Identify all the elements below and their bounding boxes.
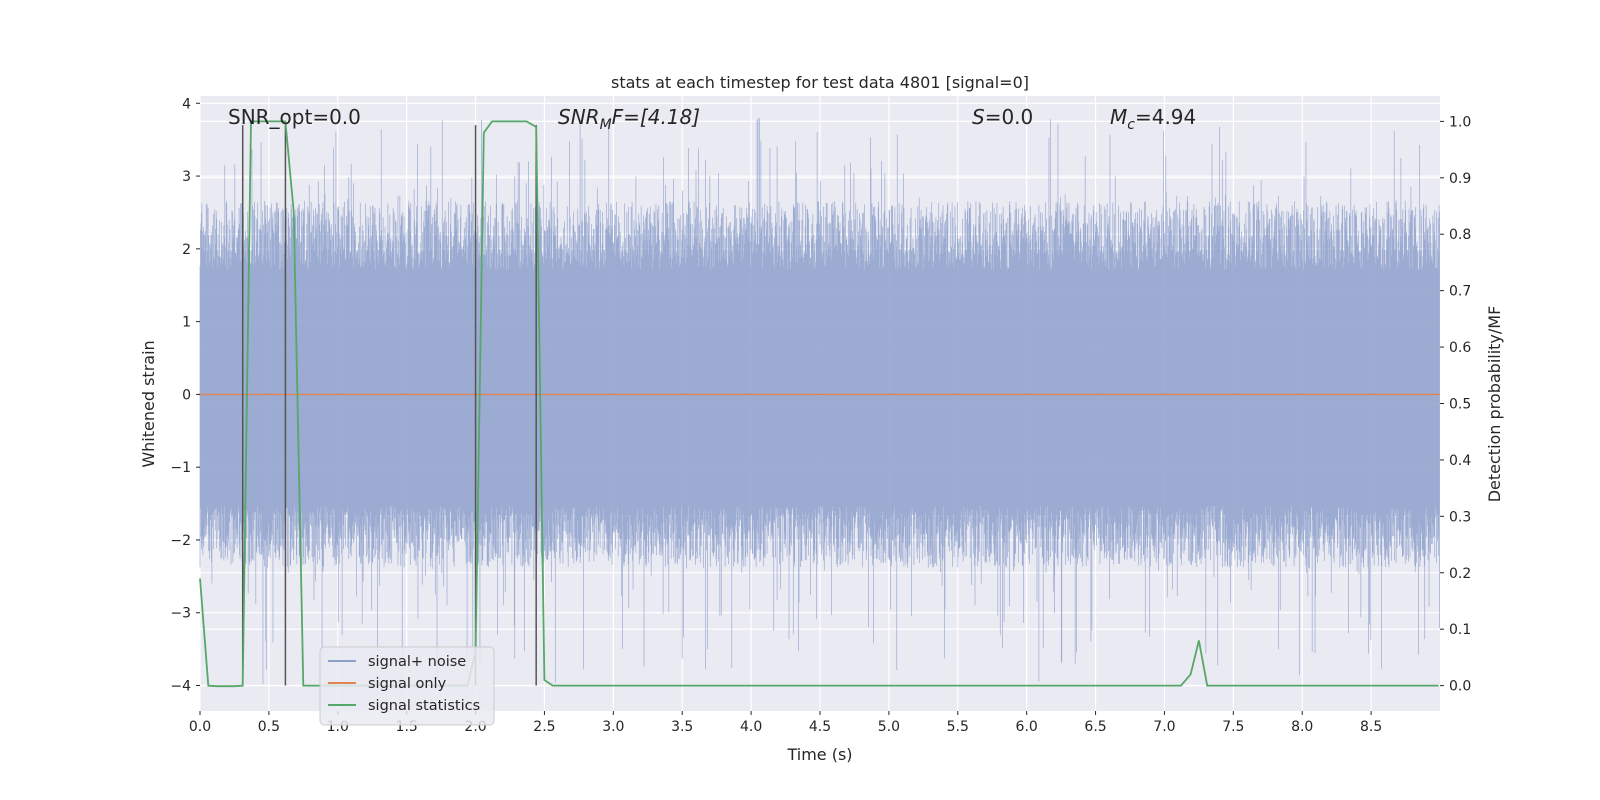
y-tick-label-0: 4 (182, 96, 191, 112)
legend-label-statistics: signal statistics (368, 698, 480, 714)
x-tick-label-5: 2.5 (533, 719, 555, 735)
x-tick-label-17: 8.5 (1360, 719, 1382, 735)
legend-label-signal-only: signal only (368, 676, 447, 692)
y-tick-label-8: −4 (170, 679, 191, 695)
y-right-tick-label-1: 0.9 (1449, 171, 1471, 187)
annotation-snr-opt: SNR_opt=0.0 (228, 105, 361, 129)
x-tick-label-8: 4.0 (740, 719, 762, 735)
y-right-tick-label-0: 1.0 (1449, 114, 1471, 130)
x-tick-label-0: 0.0 (189, 719, 211, 735)
annotation-snr-mf-sub: M (600, 117, 612, 133)
annotation-s: S=0.0 (972, 105, 1033, 129)
annotation-s-var: S (972, 105, 985, 129)
x-tick-label-7: 3.5 (671, 719, 693, 735)
y-right-tick-label-7: 0.3 (1449, 509, 1471, 525)
x-tick-label-16: 8.0 (1291, 719, 1313, 735)
y-tick-label-6: −2 (170, 533, 191, 549)
legend: signal+ noise signal only signal statist… (319, 646, 495, 726)
x-tick-label-13: 6.5 (1084, 719, 1106, 735)
annotation-mc-rest: =4.94 (1135, 105, 1196, 129)
y-right-tick-label-4: 0.6 (1449, 340, 1471, 356)
y-right-tick-label-5: 0.5 (1449, 397, 1471, 413)
y-tick-label-1: 3 (182, 169, 191, 185)
y-right-tick-label-9: 0.1 (1449, 622, 1471, 638)
annotation-snr-mf-var: SNR (558, 105, 600, 129)
annotation-mc: Mc=4.94 (1110, 105, 1196, 133)
y-right-tick-label-2: 0.8 (1449, 227, 1471, 243)
y-tick-label-3: 1 (182, 315, 191, 331)
y-axis-label: Whitened strain (139, 340, 158, 467)
x-tick-label-9: 4.5 (809, 719, 831, 735)
x-tick-label-1: 0.5 (258, 719, 280, 735)
x-tick-label-11: 5.5 (947, 719, 969, 735)
legend-label-noise: signal+ noise (368, 654, 466, 670)
x-tick-label-12: 6.0 (1016, 719, 1038, 735)
y-tick-label-2: 2 (182, 242, 191, 258)
signal-statistics-series (199, 120, 1439, 688)
legend-box (319, 646, 495, 726)
y-tick-label-5: −1 (170, 460, 191, 476)
x-axis-label: Time (s) (786, 745, 852, 764)
y-right-tick-label-6: 0.4 (1449, 453, 1471, 469)
x-tick-label-10: 5.0 (878, 719, 900, 735)
y-right-tick-label-8: 0.2 (1449, 566, 1471, 582)
y-tick-label-7: −3 (170, 606, 191, 622)
x-tick-label-6: 3.0 (602, 719, 624, 735)
annotation-s-rest: =0.0 (985, 105, 1034, 129)
chart-title: stats at each timestep for test data 480… (611, 73, 1029, 92)
signal-statistics-line (199, 120, 1439, 688)
x-tick-label-14: 7.0 (1153, 719, 1175, 735)
y-right-tick-label-10: 0.0 (1449, 679, 1471, 695)
x-tick-label-15: 7.5 (1222, 719, 1244, 735)
vertical-markers (241, 125, 537, 686)
annotation-mc-var: M (1110, 105, 1127, 129)
annotation-mc-sub: c (1127, 117, 1135, 133)
annotation-snr-mf: SNRMF=[4.18] (558, 105, 700, 133)
annotation-snr-mf-rest: F=[4.18] (612, 105, 700, 129)
y-axis-label-right: Detection probability/MF (1485, 306, 1504, 503)
y-right-tick-label-3: 0.7 (1449, 284, 1471, 300)
y-tick-label-4: 0 (182, 387, 191, 403)
